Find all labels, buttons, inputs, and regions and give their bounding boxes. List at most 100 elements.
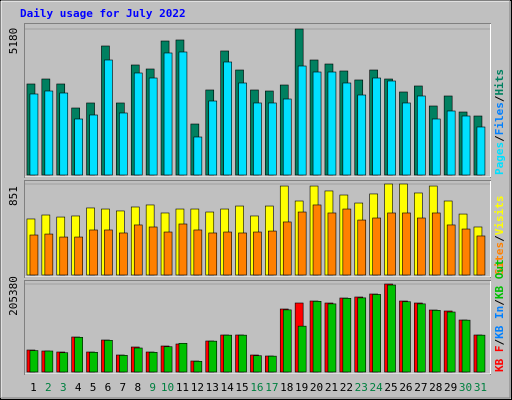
bar xyxy=(253,102,262,176)
bar-group xyxy=(312,71,322,176)
bar xyxy=(178,223,188,276)
bar-group xyxy=(327,71,337,176)
bar xyxy=(163,346,173,373)
bar xyxy=(44,233,54,276)
bar-group xyxy=(253,355,262,373)
bar-group xyxy=(223,231,232,276)
bar-group xyxy=(268,230,277,276)
bar-group xyxy=(327,303,337,373)
bar-group xyxy=(461,115,471,176)
bar-group xyxy=(417,95,426,176)
bar xyxy=(268,355,277,373)
bar xyxy=(327,212,337,276)
bar xyxy=(178,342,188,373)
bar xyxy=(208,340,218,373)
legend: KB F/KB In/KB Out xyxy=(493,259,506,372)
bar-group xyxy=(133,224,143,276)
bar-group xyxy=(89,351,98,373)
bar xyxy=(238,232,247,276)
bar xyxy=(476,334,486,373)
bar xyxy=(29,234,39,276)
bar xyxy=(372,77,381,176)
bar xyxy=(148,351,158,373)
bar xyxy=(312,71,322,176)
bar-group xyxy=(327,212,337,276)
x-tick-label: 24 xyxy=(370,381,384,394)
bar xyxy=(297,325,307,373)
x-tick-label: 2 xyxy=(45,381,52,394)
x-tick-label: 18 xyxy=(280,381,293,394)
x-tick-label: 16 xyxy=(250,381,263,394)
bar xyxy=(44,90,54,176)
x-tick-label: 7 xyxy=(120,381,127,394)
bar xyxy=(59,92,69,176)
x-tick-label: 10 xyxy=(161,381,174,394)
x-tick-label: 17 xyxy=(265,381,278,394)
x-tick-label: 28 xyxy=(429,381,442,394)
bar xyxy=(297,65,307,176)
bar-group xyxy=(387,284,396,373)
bar-group xyxy=(253,231,262,276)
bar-group xyxy=(461,228,471,276)
bar-group xyxy=(104,229,113,276)
bar xyxy=(208,232,218,276)
bar xyxy=(238,82,247,176)
bar-group xyxy=(193,136,203,176)
bar xyxy=(431,309,441,373)
bar-group xyxy=(74,118,83,176)
y-tick-label: 5180 xyxy=(7,28,20,55)
bar-group xyxy=(29,350,39,373)
x-tick-label: 30 xyxy=(459,381,472,394)
bar xyxy=(29,350,39,373)
x-tick-label: 31 xyxy=(474,381,487,394)
x-tick-label: 15 xyxy=(235,381,248,394)
bar-group xyxy=(44,350,54,373)
x-tick-label: 9 xyxy=(149,381,156,394)
bar-group xyxy=(342,82,352,176)
bar-group xyxy=(74,336,83,373)
bar xyxy=(223,61,232,176)
bar xyxy=(268,230,277,276)
bar xyxy=(312,301,322,373)
bar xyxy=(282,309,292,373)
bar xyxy=(208,100,218,176)
legend: Pages/Files/Hits xyxy=(493,69,506,175)
bar xyxy=(357,297,367,373)
legend: Sites/Visits xyxy=(493,196,506,276)
bar-group xyxy=(402,212,411,276)
bar xyxy=(74,118,83,176)
bar-group xyxy=(178,223,188,276)
bar xyxy=(193,360,203,373)
bar-group xyxy=(357,297,367,373)
bar-group xyxy=(357,94,367,176)
x-tick-label: 29 xyxy=(444,381,457,394)
x-tick-label: 8 xyxy=(134,381,141,394)
bar-group xyxy=(402,301,411,373)
bar-group xyxy=(387,80,396,176)
bar xyxy=(74,336,83,373)
bar-group xyxy=(312,204,322,276)
bar-group xyxy=(89,229,98,276)
bar xyxy=(372,294,381,373)
bar-group xyxy=(119,112,128,176)
bar xyxy=(89,114,98,176)
bar xyxy=(417,217,426,276)
bar xyxy=(387,80,396,176)
bar-group xyxy=(297,65,307,176)
bar-group xyxy=(44,90,54,176)
bar-group xyxy=(148,351,158,373)
bar-group xyxy=(163,52,173,176)
bar-group xyxy=(59,352,69,373)
bar xyxy=(104,59,113,176)
bar-group xyxy=(148,226,158,276)
bar xyxy=(461,319,471,373)
bar-group xyxy=(297,325,307,373)
bar xyxy=(148,226,158,276)
legend-separator: / xyxy=(493,95,506,102)
legend-separator: / xyxy=(493,339,506,346)
bar xyxy=(104,229,113,276)
y-tick-label: 851 xyxy=(7,186,20,206)
bar-group xyxy=(223,334,232,373)
x-tick-label: 4 xyxy=(75,381,82,394)
